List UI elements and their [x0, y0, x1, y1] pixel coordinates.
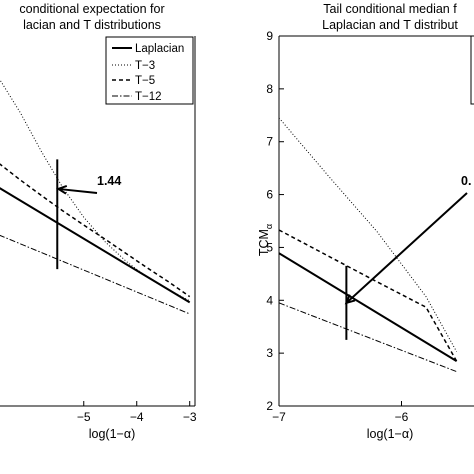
right-x-tick-label: −6 [395, 410, 409, 424]
left-annotation-arrowhead [56, 184, 68, 195]
right-annotation-arrow [345, 192, 468, 304]
right-annotation-text: 0. [461, 174, 471, 188]
right-y-tick-label: 3 [266, 346, 273, 360]
right-y-tick-label: 7 [266, 135, 273, 149]
right-series-laplacian [279, 252, 458, 362]
left-chart: conditional expectation for lacian and T… [0, 2, 197, 441]
left-x-tick-label: −5 [77, 410, 91, 424]
right-y-tick-label: 6 [266, 188, 273, 202]
right-y-tick-label: 4 [266, 293, 273, 307]
right-series-t-5 [279, 229, 458, 362]
left-x-ticks: −5 −4 −3 [77, 401, 197, 424]
right-annotation-arrowhead [344, 294, 356, 305]
right-ticks: −7−6−523456789 [266, 29, 409, 424]
left-legend-label-t3: T−3 [135, 60, 155, 72]
left-x-tick-label: −3 [183, 410, 197, 424]
right-chart-title-line-1: Tail conditional median f [323, 2, 457, 16]
right-y-axis-label-subscript: α [264, 224, 274, 229]
right-y-tick-label: 8 [266, 82, 273, 96]
left-x-tick-label: −4 [130, 410, 144, 424]
left-legend: Laplacian T−3 T−5 T−12 [105, 36, 194, 105]
left-legend-label-t12: T−12 [135, 91, 162, 103]
left-chart-title-line-2: lacian and T distributions [23, 18, 161, 32]
right-x-tick-label: −7 [272, 410, 286, 424]
left-legend-label-laplacian: Laplacian [135, 43, 184, 55]
right-series-t-3 [279, 117, 458, 352]
left-x-axis-label: log(1−α) [89, 427, 135, 441]
right-chart-title-line-2: Laplacian and T distribut [322, 18, 458, 32]
left-legend-box [105, 36, 194, 105]
right-y-tick-label: 5 [266, 240, 273, 254]
left-series-laplacian [0, 187, 191, 304]
right-y-tick-label: 9 [266, 29, 273, 43]
right-x-axis-label: log(1−α) [367, 427, 413, 441]
left-chart-title-line-1: conditional expectation for [19, 2, 164, 16]
right-series-group [279, 117, 458, 373]
left-series-group [0, 78, 191, 315]
left-annotation-text: 1.44 [97, 174, 121, 188]
left-annotation-arrow [58, 187, 98, 194]
right-y-axis-label-main: TCM [257, 229, 271, 256]
right-y-tick-label: 2 [266, 399, 273, 413]
right-chart: Tail conditional median f Laplacian and … [257, 2, 474, 441]
right-y-axis-label: TCMα [257, 224, 274, 256]
right-series-t-12 [279, 302, 457, 373]
right-legend-box [470, 35, 474, 105]
left-legend-label-t5: T−5 [135, 75, 155, 87]
